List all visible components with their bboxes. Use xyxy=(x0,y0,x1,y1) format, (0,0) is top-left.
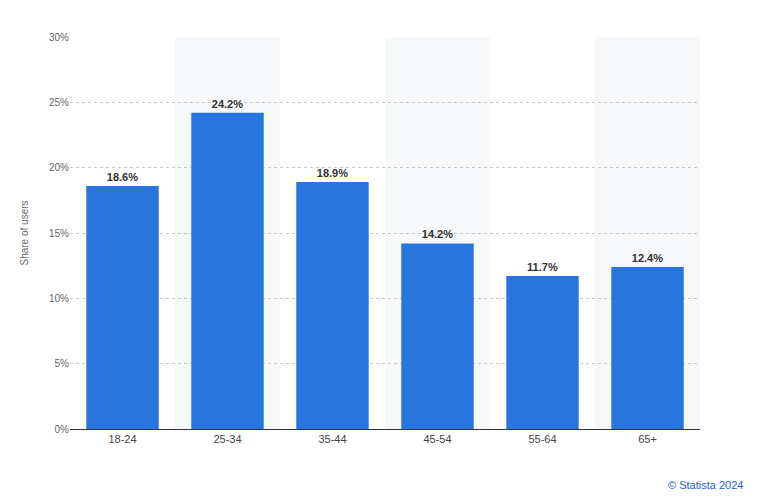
svg-text:35-44: 35-44 xyxy=(318,433,346,445)
svg-text:12.4%: 12.4% xyxy=(632,252,663,264)
svg-text:5%: 5% xyxy=(55,358,70,369)
svg-text:18-24: 18-24 xyxy=(108,433,136,445)
svg-text:© Statista 2024: © Statista 2024 xyxy=(668,479,743,491)
svg-text:25%: 25% xyxy=(49,97,69,108)
svg-text:Share of users: Share of users xyxy=(19,200,30,265)
svg-text:11.7%: 11.7% xyxy=(527,261,558,273)
svg-text:0%: 0% xyxy=(55,424,70,435)
svg-text:14.2%: 14.2% xyxy=(422,228,453,240)
svg-text:18.9%: 18.9% xyxy=(317,167,348,179)
svg-text:24.2%: 24.2% xyxy=(212,98,243,110)
svg-text:65+: 65+ xyxy=(638,433,657,445)
svg-text:20%: 20% xyxy=(49,162,69,173)
svg-text:30%: 30% xyxy=(49,32,69,43)
svg-text:25-34: 25-34 xyxy=(213,433,241,445)
svg-text:55-64: 55-64 xyxy=(528,433,556,445)
svg-text:10%: 10% xyxy=(49,293,69,304)
svg-text:45-54: 45-54 xyxy=(423,433,451,445)
svg-text:15%: 15% xyxy=(49,228,69,239)
svg-text:18.6%: 18.6% xyxy=(107,171,138,183)
